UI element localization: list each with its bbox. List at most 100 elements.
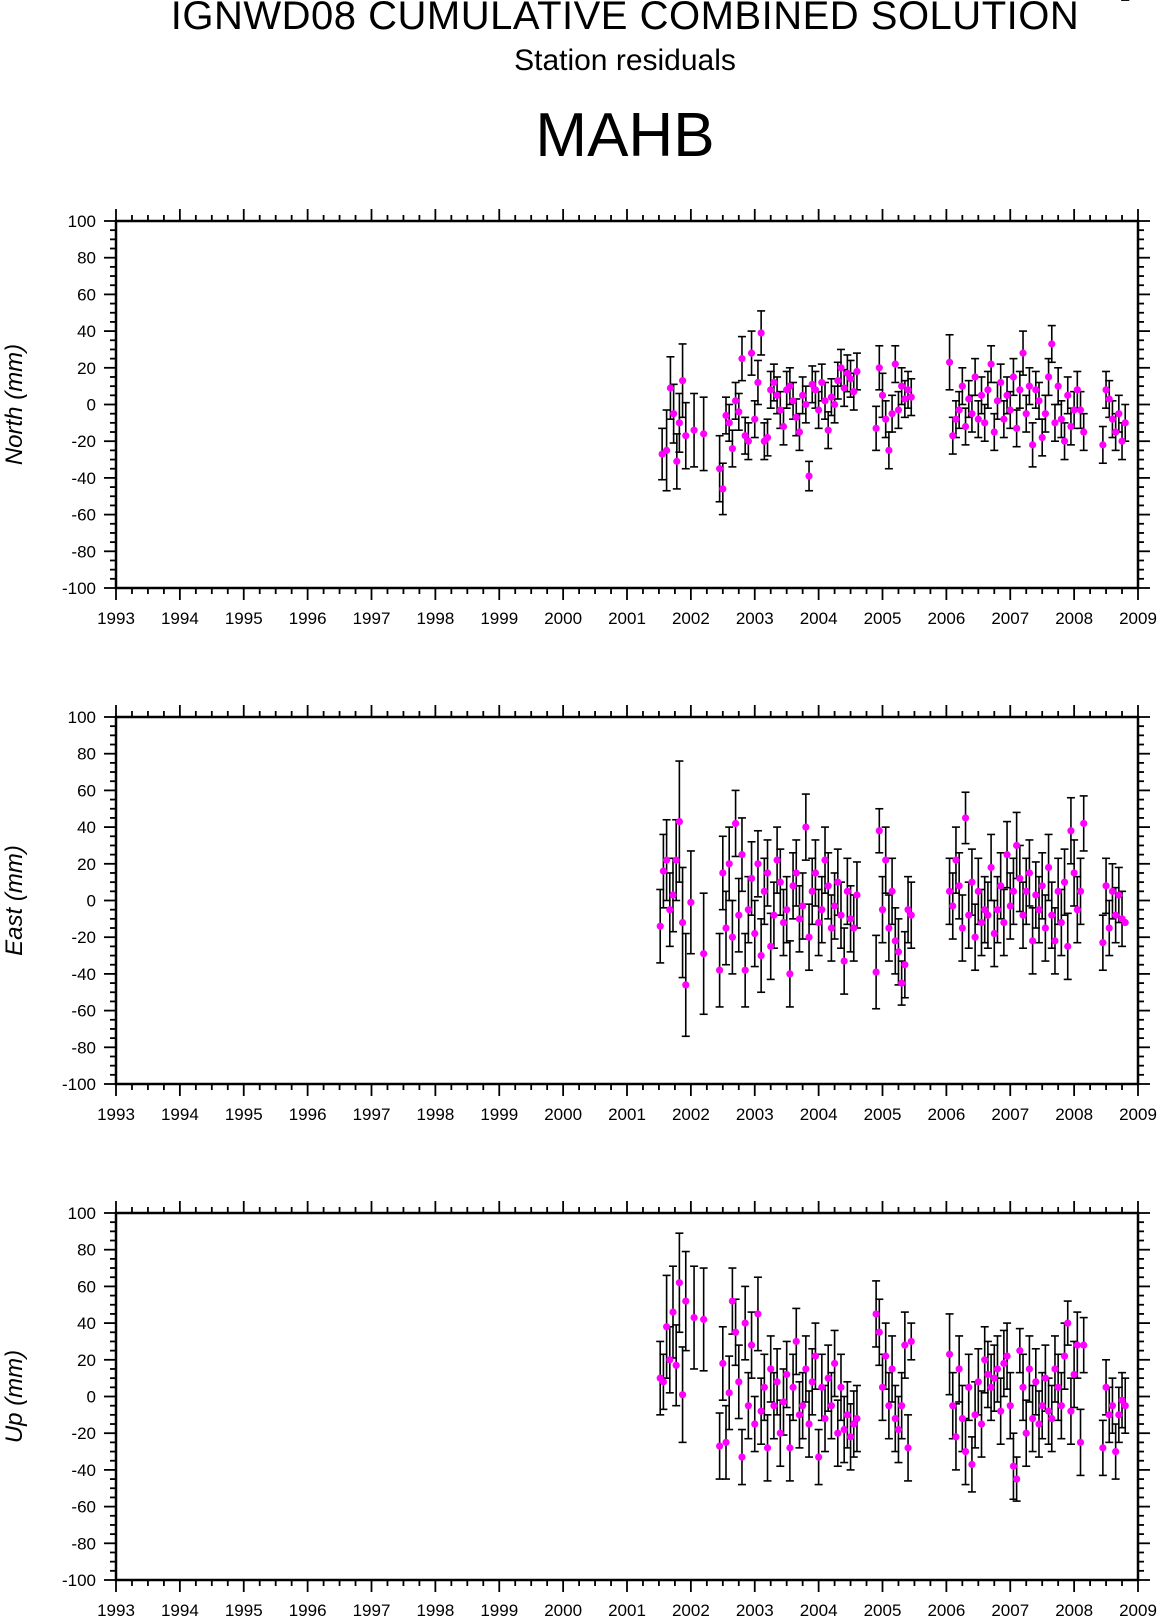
east-ytick-label: 80 bbox=[77, 745, 96, 764]
up-ytick-label: 60 bbox=[77, 1277, 96, 1296]
north-xtick-label: 2000 bbox=[544, 609, 582, 628]
up-data-point bbox=[690, 1313, 698, 1322]
east-data-point bbox=[1041, 924, 1049, 932]
east-data-point bbox=[1108, 887, 1117, 895]
north-data-point bbox=[850, 388, 858, 396]
up-data-point bbox=[834, 1429, 842, 1437]
up-data-point bbox=[961, 1447, 970, 1456]
north-data-point bbox=[984, 386, 992, 394]
east-data-point bbox=[1022, 887, 1030, 895]
up-data-point bbox=[853, 1414, 861, 1423]
north-data-point bbox=[690, 426, 698, 434]
north-xtick-label: 1999 bbox=[480, 609, 518, 628]
up-data-point bbox=[987, 1383, 995, 1391]
north-data-point bbox=[663, 446, 671, 454]
north-data-point bbox=[802, 400, 810, 409]
east-data-point bbox=[1115, 891, 1123, 899]
up-data-point bbox=[885, 1402, 893, 1410]
up-data-point bbox=[1044, 1407, 1053, 1415]
north-data-point bbox=[792, 413, 800, 421]
north-ytick-label: -20 bbox=[71, 432, 96, 451]
east-data-point bbox=[795, 915, 804, 923]
up-data-point bbox=[1060, 1352, 1069, 1360]
north-xtick-label: 2008 bbox=[1055, 609, 1093, 628]
up-data-point bbox=[1076, 1438, 1085, 1446]
up-data-point bbox=[968, 1460, 976, 1468]
north-data-point bbox=[675, 419, 683, 427]
east-data-point bbox=[1076, 887, 1085, 895]
east-data-point bbox=[901, 961, 909, 969]
east-data-point bbox=[757, 951, 765, 960]
east-data-point bbox=[763, 869, 772, 877]
up-data-point bbox=[1041, 1374, 1049, 1382]
north-data-point bbox=[1009, 373, 1018, 381]
north-data-point bbox=[888, 410, 896, 418]
north-data-point bbox=[1022, 410, 1030, 418]
up-data-point bbox=[728, 1297, 736, 1305]
up-data-point bbox=[763, 1444, 772, 1452]
east-data-point bbox=[1044, 863, 1053, 872]
up-data-point bbox=[757, 1407, 765, 1415]
east-data-point bbox=[1003, 851, 1011, 859]
north-data-point bbox=[965, 395, 973, 403]
north-ytick-label: -40 bbox=[71, 469, 96, 488]
up-data-point bbox=[1118, 1396, 1126, 1404]
east-data-point bbox=[1013, 841, 1021, 850]
up-data-point bbox=[735, 1378, 743, 1386]
north-xtick-label: 2001 bbox=[608, 609, 646, 628]
east-data-point bbox=[834, 878, 842, 886]
up-data-point bbox=[830, 1359, 839, 1368]
east-ytick-label: -20 bbox=[71, 928, 96, 947]
north-ytick-label: 40 bbox=[77, 322, 96, 341]
up-data-point bbox=[682, 1297, 690, 1305]
east-data-point bbox=[830, 902, 839, 910]
north-data-point bbox=[741, 432, 749, 440]
north-data-point bbox=[872, 424, 880, 432]
up-data-point bbox=[754, 1310, 762, 1318]
east-data-point bbox=[968, 878, 976, 886]
east-data-point bbox=[675, 817, 683, 826]
east-data-point bbox=[821, 856, 829, 864]
up-data-point bbox=[882, 1352, 890, 1360]
east-data-point bbox=[666, 906, 674, 914]
up-data-point bbox=[875, 1328, 883, 1336]
east-data-point bbox=[971, 933, 979, 941]
up-data-point bbox=[725, 1389, 733, 1397]
east-data-point bbox=[1016, 874, 1024, 883]
east-data-point bbox=[818, 906, 826, 914]
east-data-point bbox=[656, 922, 664, 930]
north-data-point bbox=[719, 485, 727, 493]
up-data-point bbox=[776, 1429, 784, 1437]
up-data-point bbox=[1051, 1365, 1059, 1373]
east-xtick-label: 1994 bbox=[161, 1105, 199, 1124]
east-data-point bbox=[1070, 869, 1078, 877]
east-data-point bbox=[850, 924, 858, 932]
north-data-point bbox=[770, 378, 778, 387]
north-data-point bbox=[1112, 428, 1120, 436]
north-data-point bbox=[981, 419, 989, 427]
north-xtick-label: 2003 bbox=[736, 609, 774, 628]
east-data-point bbox=[672, 856, 680, 864]
up-ytick-label: -100 bbox=[62, 1571, 96, 1590]
north-data-point bbox=[834, 377, 842, 385]
north-data-point bbox=[1105, 395, 1113, 403]
up-data-point bbox=[719, 1359, 727, 1368]
north-data-point bbox=[763, 433, 772, 442]
north-data-point bbox=[875, 364, 883, 372]
north-data-point bbox=[738, 355, 746, 363]
up-data-point bbox=[770, 1402, 778, 1410]
north-data-point bbox=[843, 369, 851, 377]
east-data-point bbox=[977, 918, 986, 927]
north-data-point bbox=[735, 408, 743, 416]
north-xtick-label: 1994 bbox=[161, 609, 199, 628]
east-xtick-label: 1993 bbox=[97, 1105, 135, 1124]
east-data-point bbox=[974, 887, 982, 895]
up-data-point bbox=[952, 1433, 960, 1441]
east-data-point bbox=[731, 819, 740, 828]
up-data-point bbox=[974, 1378, 982, 1386]
north-data-point bbox=[1041, 410, 1049, 418]
up-data-point bbox=[741, 1319, 749, 1327]
up-data-point bbox=[894, 1425, 903, 1434]
east-data-point bbox=[669, 891, 677, 899]
up-data-point bbox=[1038, 1402, 1046, 1410]
